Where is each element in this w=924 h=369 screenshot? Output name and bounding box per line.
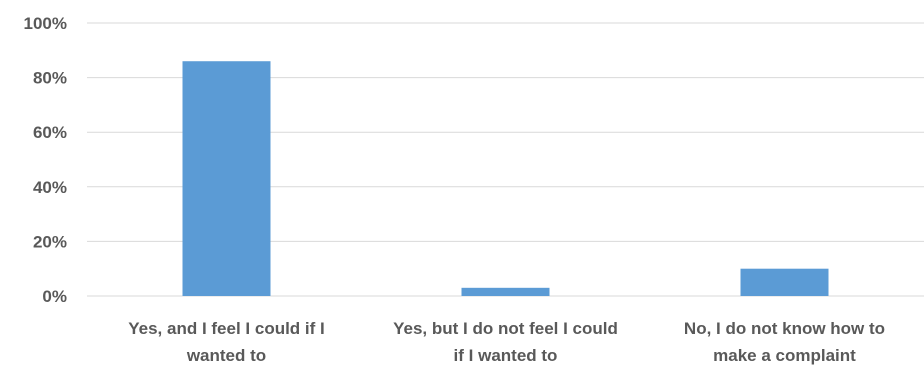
bars [182, 61, 829, 296]
x-category-label: make a complaint [713, 346, 856, 365]
x-category-label: Yes, and I feel I could if I [128, 319, 325, 338]
y-tick-label: 100% [24, 14, 67, 33]
bar-2 [461, 287, 550, 296]
y-tick-label: 0% [42, 287, 67, 306]
y-tick-label: 40% [33, 178, 67, 197]
bar-3 [740, 268, 829, 296]
x-category-label: if I wanted to [454, 346, 558, 365]
y-tick-label: 60% [33, 123, 67, 142]
bar-1 [182, 61, 271, 296]
y-tick-label: 80% [33, 69, 67, 88]
x-axis-category-labels: Yes, and I feel I could if I wanted to Yes… [128, 319, 885, 365]
x-category-label: wanted to [186, 346, 266, 365]
y-axis-tick-labels: 0% 20% 40% 60% 80% 100% [24, 14, 67, 306]
y-tick-label: 20% [33, 232, 67, 251]
x-category-label: Yes, but I do not feel I could [393, 319, 618, 338]
x-category-label: No, I do not know how to [684, 319, 885, 338]
